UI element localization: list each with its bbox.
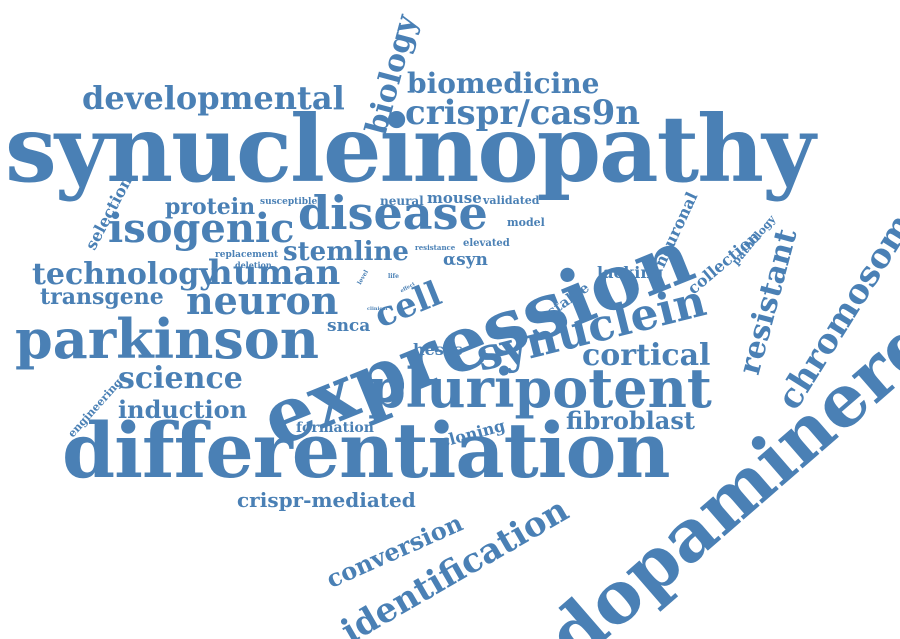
word-protein: protein [165,194,256,220]
word-biomedicine: biomedicine [407,67,600,100]
word-induction: induction [118,395,248,424]
word-model: model [507,216,545,229]
word-snca: snca [327,316,371,336]
word-formation: formation [296,420,374,436]
word-mouse: mouse [427,189,482,207]
word-elevated: elevated [463,238,510,249]
word-validated: validated [483,194,540,207]
word-synucleinopathy: synucleinopathy [5,95,816,203]
word-science: science [118,361,243,396]
word-neuron: neuron [186,278,339,323]
word-technology: technology [32,257,217,292]
word-parkinson: parkinson [15,307,320,371]
word-developmental: developmental [82,79,345,117]
word-crispr-mediated: crispr-mediated [237,488,416,512]
word-clinical: clinical [367,306,388,312]
word-resistance: resistance [415,243,456,252]
word-human: human [208,253,341,293]
word-level: level [356,268,371,286]
word-replacement: replacement [215,250,279,260]
word-susceptible: susceptible [260,197,318,207]
word-neural: neural [380,194,424,208]
word-isogenic: isogenic [108,205,295,252]
word-stemline: stemline [283,237,409,267]
word-lacking: lacking [597,263,664,282]
word-asyn: αsyn [443,250,488,270]
word-hescs: hescs [413,340,463,359]
word-pluripotent: pluripotent [368,356,712,420]
word-cortical: cortical [582,338,711,373]
word-differentiation: differentiation [62,406,671,495]
word-transgene: transgene [40,284,164,310]
word-fibroblast: fibroblast [566,406,695,435]
word-deletion: deletion [235,260,272,270]
word-disease: disease [298,186,488,240]
word-life: life [388,273,399,280]
word-crispr-cas9n: crispr/cas9n [405,93,641,133]
